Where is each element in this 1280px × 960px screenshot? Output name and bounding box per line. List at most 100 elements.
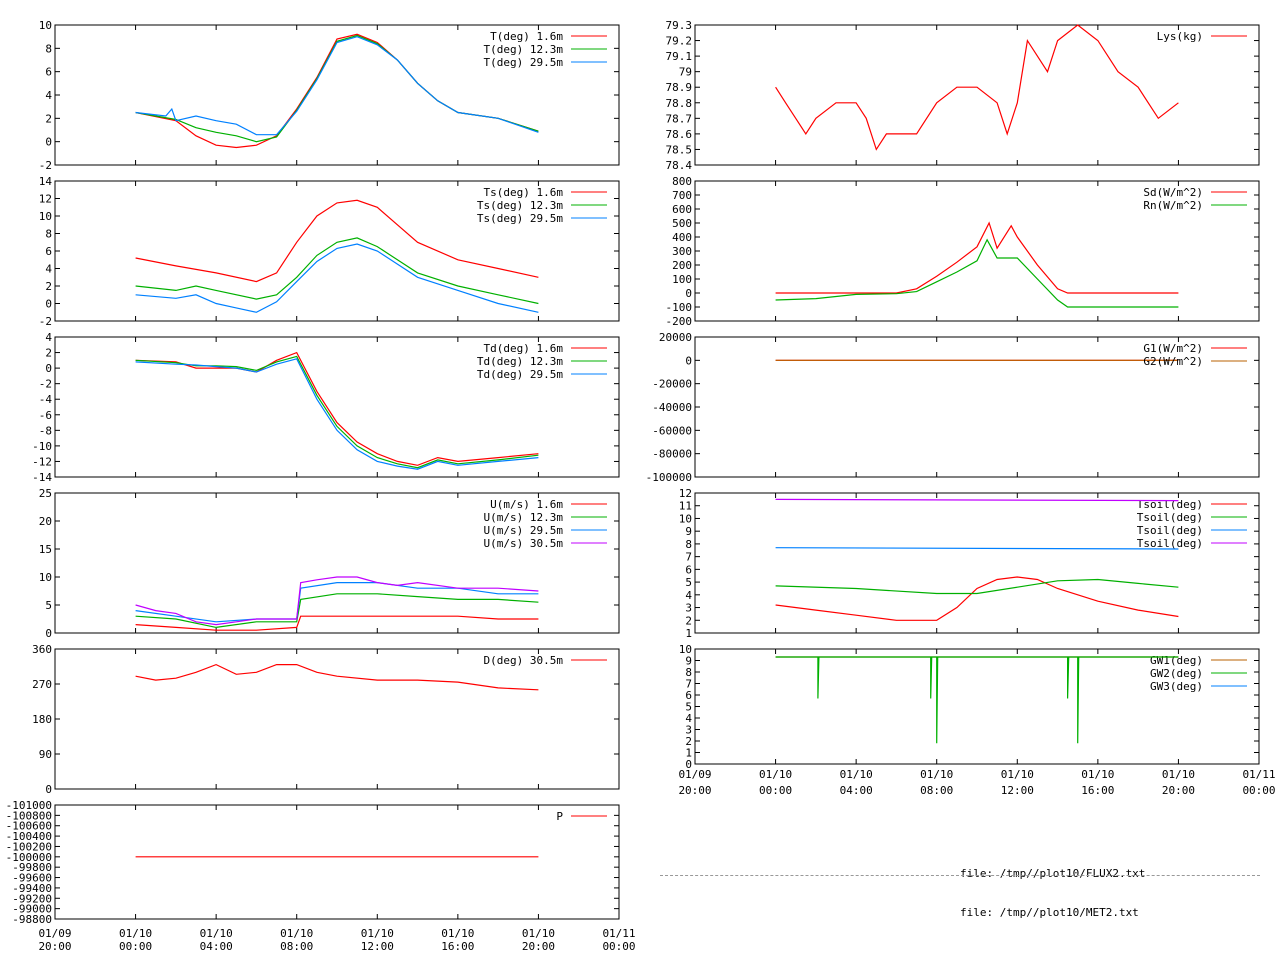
series-line-wind-1 <box>135 593 539 629</box>
legend-label: U(m/s) 30.5m <box>484 537 564 550</box>
y-tick-label: 800 <box>672 175 692 188</box>
y-tick-label: 0 <box>45 783 52 796</box>
y-tick-label: -14 <box>32 471 52 484</box>
y-tick-label: 4 <box>45 331 52 344</box>
y-tick-label: 10 <box>679 512 692 525</box>
y-tick-label: 79.3 <box>666 19 693 32</box>
x-tick-label: 20:00 <box>522 940 555 953</box>
series-line-wind-2 <box>135 581 539 623</box>
plot-frame <box>54 336 620 478</box>
chart-direction: 360 270 180 90 0 D(deg) 30.5m <box>32 643 620 796</box>
plot-frame <box>694 492 1260 634</box>
plot-frame <box>54 492 620 634</box>
y-tick-label: 270 <box>32 678 52 691</box>
y-tick-label: 90 <box>39 748 52 761</box>
chart-ground-water: 109876543210GW1(deg)GW2(deg)GW3(deg)01/0… <box>678 643 1275 797</box>
y-tick-label: 10 <box>39 210 52 223</box>
y-tick-label: -100 <box>666 301 693 314</box>
y-tick-label: -100400 <box>6 830 52 843</box>
chart-lysimeter: 79.3 79.2 79.1 79 78.9 78.8 78.7 78.6 78.5 78.4 Ly… <box>666 19 1260 172</box>
x-tick-label: 12:00 <box>361 940 394 953</box>
file-info: file: /tmp//plot10/FLUX2.txt file: /tmp/… <box>960 841 1145 932</box>
x-tick-label: 01/10 <box>441 927 474 940</box>
plot-frame <box>54 648 620 790</box>
series-line-wind-3 <box>135 576 539 626</box>
x-tick-label: 01/10 <box>920 768 953 781</box>
y-tick-label: -2 <box>39 315 52 328</box>
y-tick-label: 6 <box>685 689 692 702</box>
x-tick-label: 01/10 <box>1001 768 1034 781</box>
x-tick-label: 00:00 <box>1242 784 1275 797</box>
y-tick-label: -6 <box>39 409 52 422</box>
y-tick-label: 25 <box>39 487 52 500</box>
y-tick-label: 9 <box>685 655 692 668</box>
y-tick-label: 79 <box>679 66 692 79</box>
y-tick-label: -20000 <box>652 378 692 391</box>
legend-label: T(deg) 29.5m <box>484 56 564 69</box>
y-tick-label: 100 <box>672 273 692 286</box>
y-tick-label: 6 <box>45 245 52 258</box>
legend-label: Ts(deg) 29.5m <box>477 212 563 225</box>
y-tick-label: -101000 <box>6 799 52 812</box>
chart-pressure: -101000-100800-100600-100400-100200-1000… <box>6 799 636 953</box>
legend-label: GW2(deg) <box>1150 667 1203 680</box>
legend-label: Tsoil(deg) <box>1137 537 1203 550</box>
y-tick-label: 0 <box>45 136 52 149</box>
legend-label: GW1(deg) <box>1150 654 1203 667</box>
legend-label: U(m/s) 12.3m <box>484 511 564 524</box>
series-line-radiation-0 <box>775 221 1179 294</box>
y-tick-label: 8 <box>685 666 692 679</box>
series-line-radiation-1 <box>775 238 1179 308</box>
x-tick-label: 12:00 <box>1001 784 1034 797</box>
y-tick-label: 200 <box>672 259 692 272</box>
legend-label: T(deg) 1.6m <box>490 30 563 43</box>
y-tick-label: 0 <box>45 627 52 640</box>
series-line-soil-temp-3 <box>775 498 1179 502</box>
series-line-direction-0 <box>135 663 539 691</box>
series-line-soil-temp-2 <box>775 547 1179 550</box>
legend-label: Tsoil(deg) <box>1137 498 1203 511</box>
y-tick-label: 78.9 <box>666 81 693 94</box>
chart-ground-flux: 20000 0 -20000 -40000 -60000 -80000 -100000 G1(… <box>646 331 1260 484</box>
x-tick-label: 04:00 <box>840 784 873 797</box>
y-tick-label: 79.2 <box>666 35 693 48</box>
series-line-temp-0 <box>135 33 539 149</box>
y-tick-label: 6 <box>45 66 52 79</box>
y-tick-label: 1 <box>685 627 692 640</box>
y-tick-label: -100800 <box>6 809 52 822</box>
y-tick-label: 360 <box>32 643 52 656</box>
y-tick-label: -2 <box>39 159 52 172</box>
legend-label: Ts(deg) 12.3m <box>477 199 563 212</box>
series-line-soil-temp-1 <box>775 578 1179 595</box>
y-tick-label: 78.7 <box>666 112 693 125</box>
x-tick-label: 01/10 <box>840 768 873 781</box>
legend-label: G1(W/m^2) <box>1143 342 1203 355</box>
y-tick-label: 79.1 <box>666 50 693 63</box>
y-tick-label: -40000 <box>652 401 692 414</box>
y-tick-label: 300 <box>672 245 692 258</box>
y-tick-label: -8 <box>39 424 52 437</box>
y-tick-label: -100600 <box>6 820 52 833</box>
y-tick-label: 9 <box>685 525 692 538</box>
y-tick-label: 78.6 <box>666 128 693 141</box>
x-tick-label: 08:00 <box>920 784 953 797</box>
y-tick-label: -98800 <box>12 913 52 926</box>
x-tick-label: 20:00 <box>678 784 711 797</box>
x-tick-label: 01/11 <box>602 927 635 940</box>
y-tick-label: 5 <box>685 576 692 589</box>
y-tick-label: -10 <box>32 440 52 453</box>
y-tick-label: 3 <box>685 602 692 615</box>
y-tick-label: 180 <box>32 713 52 726</box>
x-tick-label: 01/09 <box>38 927 71 940</box>
y-tick-label: 14 <box>39 175 53 188</box>
y-tick-label: 600 <box>672 203 692 216</box>
x-tick-label: 00:00 <box>759 784 792 797</box>
y-tick-label: 0 <box>45 298 52 311</box>
legend-label: T(deg) 12.3m <box>484 43 564 56</box>
y-tick-label: 1 <box>685 747 692 760</box>
series-line-dewpoint-0 <box>135 351 539 466</box>
y-tick-label: 4 <box>45 263 52 276</box>
series-line-soil-temp-0 <box>775 576 1179 621</box>
